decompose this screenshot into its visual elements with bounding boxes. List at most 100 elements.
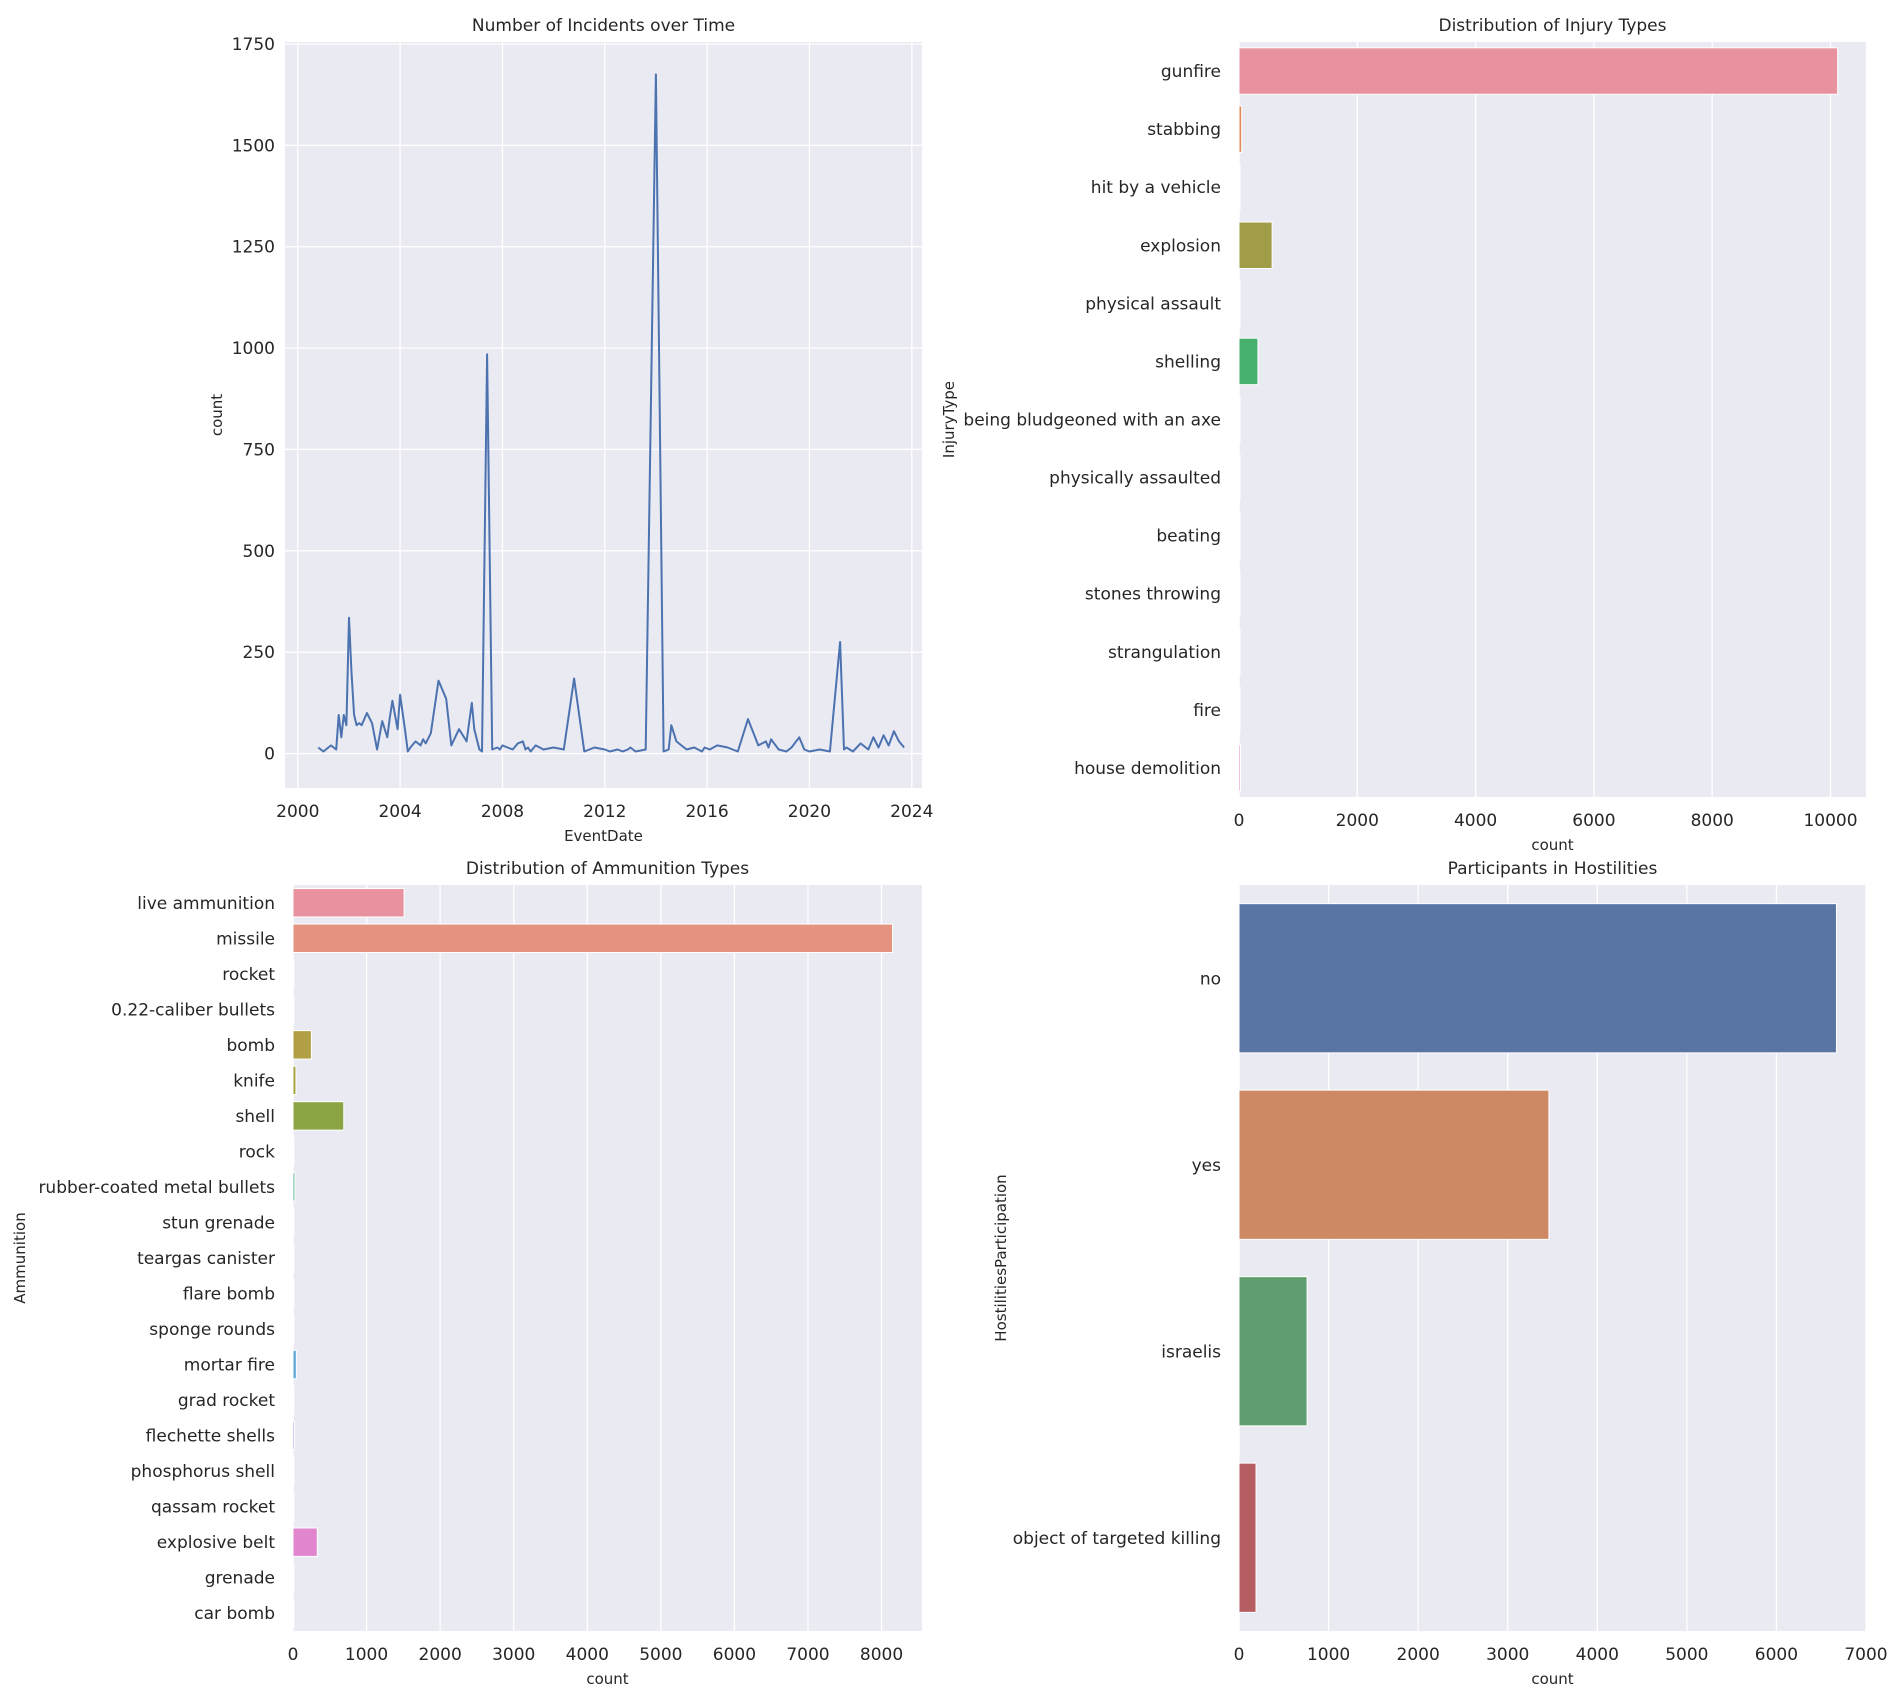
y-tick-label: physically assaulted xyxy=(1049,469,1221,489)
chart-3: 0 1000 2000 3000 4000 5000 6000 7000 no yes israel… xyxy=(992,859,1888,1688)
x-tick-label: 6000 xyxy=(1755,1645,1798,1665)
bar xyxy=(1238,395,1241,444)
chart-0: 2000 2004 2008 2012 2016 2020 2024 0 250 500 750 10… xyxy=(208,16,933,845)
bar xyxy=(292,1491,295,1522)
x-tick-label: 2012 xyxy=(583,802,626,822)
y-tick-label: beating xyxy=(1156,527,1221,547)
x-tick-label: 0 xyxy=(1234,1645,1245,1665)
y-tick-label: grad rocket xyxy=(178,1391,275,1411)
plot-area xyxy=(293,885,922,1631)
y-tick-label: yes xyxy=(1192,1156,1222,1176)
y-axis-label: InjuryType xyxy=(940,381,958,458)
y-tick-label: stun grenade xyxy=(162,1213,275,1233)
x-axis-label: count xyxy=(1531,836,1573,854)
bar xyxy=(292,1385,295,1415)
bar xyxy=(1238,105,1243,153)
bar xyxy=(292,1527,318,1557)
bar xyxy=(1238,628,1241,676)
bar xyxy=(1238,1089,1550,1240)
bar xyxy=(292,923,894,953)
y-tick-label: rocket xyxy=(222,965,275,985)
bar xyxy=(292,1563,295,1593)
x-tick-label: 2016 xyxy=(685,802,728,822)
bar xyxy=(292,1278,295,1309)
x-tick-label: 2024 xyxy=(890,802,933,822)
x-tick-label: 7000 xyxy=(786,1645,829,1665)
bar xyxy=(292,1420,295,1451)
bar xyxy=(1238,1462,1257,1613)
y-tick-label: grenade xyxy=(205,1569,275,1589)
plot-area xyxy=(285,42,922,788)
bar xyxy=(1238,1276,1308,1427)
bar xyxy=(1238,744,1241,792)
x-tick-label: 5000 xyxy=(639,1645,682,1665)
bar xyxy=(1238,279,1241,328)
y-tick-label: explosive belt xyxy=(157,1533,276,1553)
y-tick-label: missile xyxy=(216,929,275,949)
bar xyxy=(292,994,295,1025)
bar xyxy=(292,1598,295,1628)
x-tick-label: 4000 xyxy=(1576,1645,1619,1665)
x-tick-label: 2000 xyxy=(276,802,319,822)
y-tick-label: no xyxy=(1200,969,1221,989)
bar xyxy=(1238,903,1837,1054)
x-tick-label: 6000 xyxy=(1572,811,1615,831)
x-tick-label: 5000 xyxy=(1665,1645,1708,1665)
y-axis-label: Ammunition xyxy=(11,1212,29,1303)
bar xyxy=(292,1030,312,1060)
y-axis-label: HostilitiesParticipation xyxy=(992,1174,1010,1341)
y-tick-label: qassam rocket xyxy=(151,1498,275,1518)
x-tick-label: 8000 xyxy=(860,1645,903,1665)
y-tick-label: physical assault xyxy=(1085,294,1221,314)
y-tick-label: live ammunition xyxy=(137,894,275,914)
bar xyxy=(1238,337,1259,386)
bar xyxy=(292,959,295,989)
bar xyxy=(1238,511,1241,560)
chart-title: Distribution of Ammunition Types xyxy=(466,859,749,879)
y-tick-label: stones throwing xyxy=(1085,585,1221,605)
y-tick-label: 1500 xyxy=(232,136,275,156)
chart-title: Distribution of Injury Types xyxy=(1438,16,1666,36)
x-tick-label: 2000 xyxy=(1397,1645,1440,1665)
x-axis-label: EventDate xyxy=(564,827,643,845)
y-tick-label: flechette shells xyxy=(146,1427,275,1447)
bar xyxy=(292,1065,297,1096)
x-tick-label: 6000 xyxy=(713,1645,756,1665)
x-tick-label: 1000 xyxy=(1307,1645,1350,1665)
y-tick-label: phosphorus shell xyxy=(131,1462,275,1482)
y-tick-label: flare bomb xyxy=(183,1285,275,1305)
y-tick-label: bomb xyxy=(226,1036,275,1056)
bar xyxy=(292,1314,295,1344)
y-axis-label: count xyxy=(208,394,226,436)
y-tick-label: rock xyxy=(239,1142,275,1162)
bar xyxy=(1238,570,1241,618)
plot-area xyxy=(1239,42,1866,797)
bar xyxy=(1238,453,1241,502)
y-tick-label: house demolition xyxy=(1074,759,1221,779)
y-tick-label: teargas canister xyxy=(137,1249,275,1269)
y-tick-label: stabbing xyxy=(1147,120,1221,140)
y-tick-label: knife xyxy=(233,1071,275,1091)
bar xyxy=(292,1101,345,1131)
x-tick-label: 2020 xyxy=(788,802,831,822)
bar xyxy=(292,1207,295,1238)
y-tick-label: shelling xyxy=(1155,352,1221,372)
y-tick-label: sponge rounds xyxy=(149,1320,275,1340)
x-tick-label: 1000 xyxy=(345,1645,388,1665)
x-tick-label: 0 xyxy=(1234,811,1245,831)
x-tick-label: 7000 xyxy=(1844,1645,1887,1665)
y-tick-label: 1000 xyxy=(232,339,275,359)
y-tick-label: car bomb xyxy=(194,1604,275,1624)
series-line xyxy=(317,73,905,753)
y-tick-label: mortar fire xyxy=(184,1356,275,1376)
x-tick-label: 4000 xyxy=(1454,811,1497,831)
bar xyxy=(1238,163,1241,211)
y-tick-label: shell xyxy=(235,1107,275,1127)
x-tick-label: 2000 xyxy=(419,1645,462,1665)
x-tick-label: 8000 xyxy=(1691,811,1734,831)
bar xyxy=(1238,47,1839,95)
y-tick-label: rubber-coated metal bullets xyxy=(38,1178,275,1198)
chart-title: Participants in Hostilities xyxy=(1448,859,1658,879)
y-tick-label: 750 xyxy=(243,440,275,460)
